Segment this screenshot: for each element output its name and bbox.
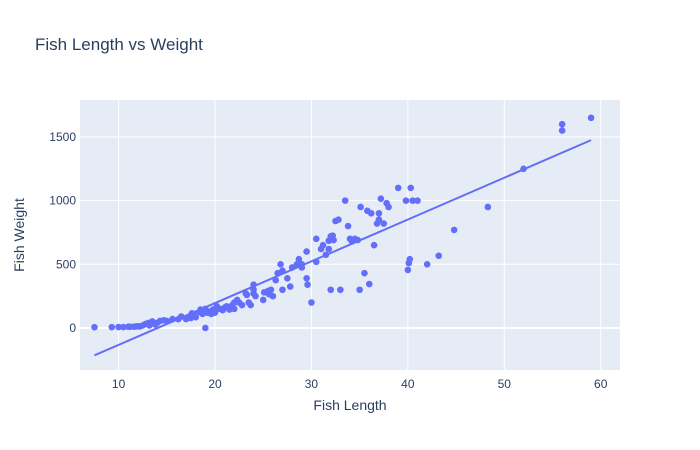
- x-tick-label: 20: [208, 377, 222, 391]
- data-point[interactable]: [357, 203, 364, 211]
- y-tick-label: 1500: [49, 130, 76, 144]
- data-point[interactable]: [319, 241, 327, 249]
- data-point[interactable]: [354, 236, 362, 244]
- data-point[interactable]: [312, 258, 320, 266]
- data-point[interactable]: [279, 267, 286, 274]
- data-point[interactable]: [303, 275, 310, 282]
- data-point[interactable]: [370, 241, 378, 249]
- data-point[interactable]: [385, 203, 392, 211]
- data-point[interactable]: [259, 296, 267, 304]
- y-axis-title: Fish Weight: [11, 198, 27, 272]
- data-point[interactable]: [558, 127, 566, 134]
- data-point[interactable]: [230, 305, 238, 313]
- data-point[interactable]: [267, 286, 275, 294]
- data-point[interactable]: [520, 165, 527, 173]
- data-point[interactable]: [402, 197, 410, 204]
- data-point[interactable]: [312, 235, 320, 243]
- data-point[interactable]: [250, 286, 257, 294]
- data-point[interactable]: [404, 266, 412, 274]
- data-point[interactable]: [304, 281, 311, 288]
- data-point[interactable]: [308, 299, 315, 306]
- data-point[interactable]: [108, 323, 116, 331]
- data-point[interactable]: [327, 286, 335, 294]
- gridlines: [80, 100, 620, 370]
- data-point[interactable]: [450, 226, 458, 234]
- data-point[interactable]: [288, 264, 296, 271]
- data-point[interactable]: [375, 210, 383, 217]
- data-point[interactable]: [335, 216, 342, 224]
- data-point[interactable]: [238, 301, 246, 309]
- x-tick-label: 40: [401, 377, 415, 391]
- data-point[interactable]: [365, 280, 373, 288]
- data-points: [91, 114, 595, 332]
- x-tick-label: 30: [305, 377, 319, 391]
- data-point[interactable]: [163, 317, 171, 325]
- data-point[interactable]: [115, 323, 122, 331]
- data-point[interactable]: [344, 222, 352, 230]
- data-point[interactable]: [250, 281, 257, 288]
- x-tick-label: 10: [112, 377, 126, 391]
- data-point[interactable]: [120, 323, 127, 331]
- data-point[interactable]: [367, 210, 375, 217]
- data-point[interactable]: [325, 245, 333, 253]
- data-point[interactable]: [252, 292, 259, 300]
- y-tick-label: 1000: [49, 194, 76, 208]
- x-tick-label: 60: [594, 377, 608, 391]
- data-point[interactable]: [243, 291, 251, 299]
- data-point[interactable]: [247, 301, 254, 309]
- data-point[interactable]: [169, 315, 176, 323]
- data-point[interactable]: [394, 184, 402, 192]
- data-point[interactable]: [484, 203, 492, 211]
- data-point[interactable]: [303, 248, 310, 255]
- data-point[interactable]: [356, 286, 363, 294]
- data-point[interactable]: [284, 275, 291, 282]
- y-tick-label: 0: [69, 321, 76, 335]
- data-point[interactable]: [192, 313, 200, 321]
- data-point[interactable]: [269, 292, 277, 300]
- plot-area: [80, 100, 620, 370]
- data-point[interactable]: [409, 197, 416, 204]
- data-point[interactable]: [423, 260, 431, 268]
- y-tick-label: 500: [56, 257, 76, 271]
- data-point[interactable]: [293, 260, 301, 268]
- data-point[interactable]: [377, 195, 385, 203]
- data-point[interactable]: [272, 276, 280, 284]
- data-point[interactable]: [558, 120, 566, 128]
- data-point[interactable]: [286, 283, 294, 290]
- data-point[interactable]: [341, 197, 349, 204]
- data-point[interactable]: [279, 286, 286, 294]
- x-tick-label: 50: [498, 377, 512, 391]
- data-point[interactable]: [414, 197, 421, 204]
- data-point[interactable]: [361, 269, 368, 277]
- data-point[interactable]: [295, 255, 303, 263]
- data-point[interactable]: [322, 251, 330, 259]
- tick-labels: 10 20 30 40 50 60 0 500 1000 1500: [49, 130, 607, 391]
- data-point[interactable]: [91, 323, 98, 331]
- data-point[interactable]: [435, 252, 443, 260]
- data-point[interactable]: [337, 286, 344, 294]
- data-point[interactable]: [277, 260, 284, 268]
- data-point[interactable]: [202, 324, 209, 332]
- chart-title: Fish Length vs Weight: [35, 35, 203, 54]
- data-point[interactable]: [406, 255, 414, 263]
- data-point[interactable]: [407, 184, 415, 192]
- data-point[interactable]: [298, 264, 306, 271]
- data-point[interactable]: [587, 114, 595, 122]
- x-axis-title: Fish Length: [313, 397, 386, 413]
- data-point[interactable]: [380, 220, 388, 227]
- data-point[interactable]: [330, 236, 337, 244]
- data-point[interactable]: [375, 216, 383, 224]
